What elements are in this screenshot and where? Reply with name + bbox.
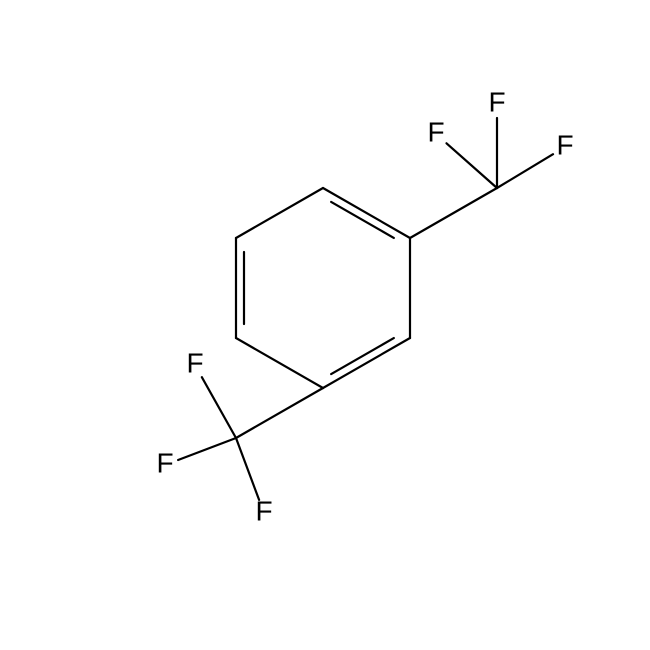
fluorine-label: F	[488, 86, 505, 117]
ring-bond	[323, 188, 410, 238]
fluorine-label: F	[427, 116, 444, 147]
ring-bond	[236, 338, 323, 388]
substituent-bond	[410, 188, 497, 238]
c-f-bond	[497, 154, 553, 188]
fluorine-label: F	[255, 495, 272, 526]
c-f-bond	[446, 143, 497, 188]
ring-bond	[323, 338, 410, 388]
fluorine-label: F	[556, 129, 573, 160]
c-f-bond	[236, 438, 259, 500]
c-f-bond	[178, 438, 236, 460]
ring-bond	[236, 188, 323, 238]
ring-double-bond	[331, 202, 394, 238]
substituent-bond	[236, 388, 323, 438]
fluorine-label: F	[156, 447, 173, 478]
fluorine-label: F	[186, 347, 203, 378]
ring-double-bond	[331, 338, 394, 374]
c-f-bond	[202, 377, 236, 438]
